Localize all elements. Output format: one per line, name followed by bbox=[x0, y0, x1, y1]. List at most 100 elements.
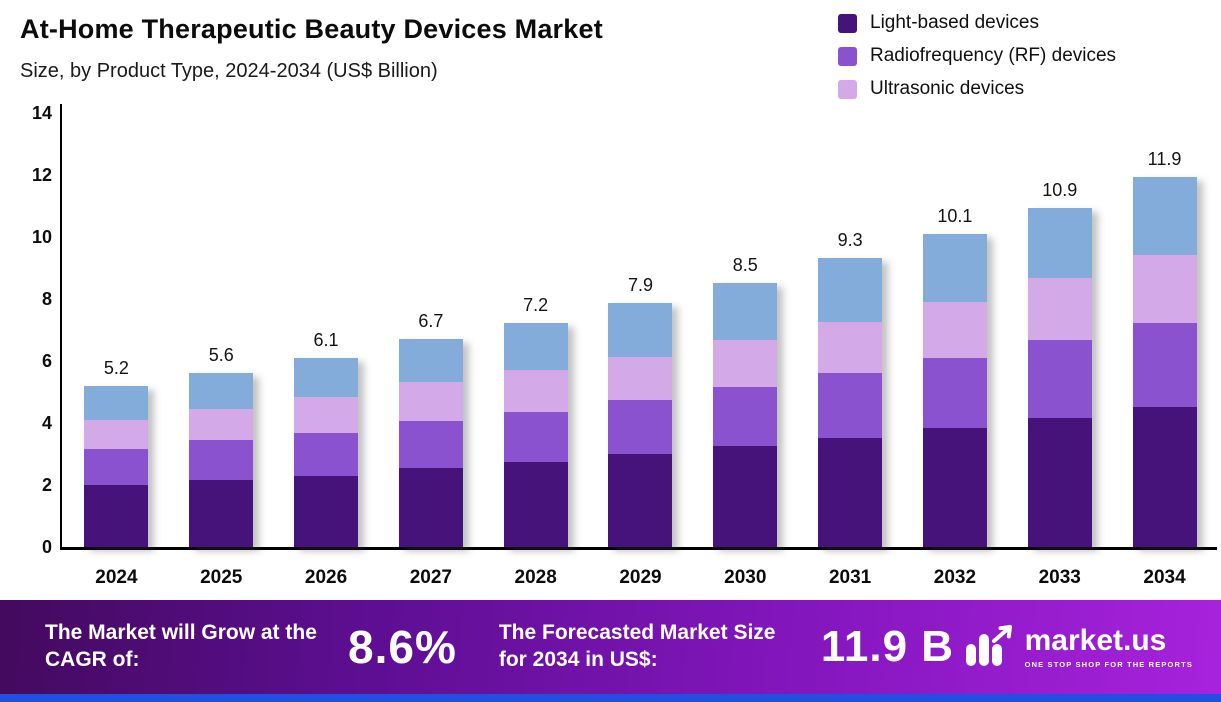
cagr-label: The Market will Grow at the CAGR of: bbox=[45, 621, 317, 671]
bar-segment-light-based-devices bbox=[189, 480, 254, 547]
forecast-label: The Forecasted Market Size for 2034 in U… bbox=[498, 621, 776, 671]
bar-group: 9.3 bbox=[798, 113, 903, 547]
y-tick-label: 10 bbox=[31, 227, 52, 247]
bar-group: 7.2 bbox=[483, 113, 588, 547]
bar-segment-radiofrequency-rf-devices bbox=[398, 421, 463, 468]
footer-banner: The Market will Grow at the CAGR of: 8.6… bbox=[0, 600, 1221, 694]
bar-stack bbox=[1132, 177, 1197, 547]
bar-segment-ultrasonic-devices bbox=[713, 340, 778, 387]
bar-segment-ultrasonic-devices bbox=[922, 302, 987, 358]
legend-swatch-icon bbox=[838, 46, 857, 66]
bar-segment-light-based-devices bbox=[818, 438, 883, 547]
bar-segment-radiofrequency-rf-devices bbox=[922, 358, 987, 428]
bar-stack bbox=[84, 386, 149, 547]
bar-total-label: 8.5 bbox=[732, 255, 758, 275]
plot-area: 5.2 5.6 6.1 6.7 7.2 7.9 8.5 9.3 10.1 10.9 11.9 bbox=[64, 113, 1217, 547]
x-axis-label: 2033 bbox=[1038, 567, 1081, 588]
bar-group: 5.6 bbox=[169, 113, 274, 547]
bar-total-label: 5.2 bbox=[103, 358, 129, 378]
bar-segment-radiofrequency-rf-devices bbox=[294, 433, 359, 476]
bar-segment-ultrasonic-devices bbox=[84, 420, 149, 449]
bar-total-label: 10.1 bbox=[937, 206, 973, 226]
bar-segment-radiofrequency-rf-devices bbox=[503, 412, 568, 462]
bar-segment-light-based-devices bbox=[294, 476, 359, 547]
bar-segment-unlabeled bbox=[1027, 208, 1092, 278]
y-tick-label: 12 bbox=[31, 165, 52, 185]
brand-chart-arrow-icon bbox=[965, 623, 1015, 672]
x-axis-label: 2034 bbox=[1143, 567, 1186, 588]
bar-segment-ultrasonic-devices bbox=[818, 322, 883, 373]
bar-stack bbox=[713, 283, 778, 547]
bar-segment-radiofrequency-rf-devices bbox=[608, 400, 673, 454]
x-axis-label: 2025 bbox=[200, 567, 243, 588]
x-axis-label: 2029 bbox=[619, 567, 662, 588]
bar-total-label: 10.9 bbox=[1042, 180, 1078, 200]
bar-stack bbox=[818, 258, 883, 547]
bottom-accent-strip bbox=[0, 694, 1221, 702]
bar-segment-radiofrequency-rf-devices bbox=[1027, 340, 1092, 418]
bar-stack bbox=[503, 323, 568, 547]
bar-segment-light-based-devices bbox=[503, 462, 568, 547]
bar-group: 7.9 bbox=[588, 113, 693, 547]
brand-logo: market.us ONE STOP SHOP FOR THE REPORTS bbox=[965, 623, 1193, 672]
x-axis-label: 2024 bbox=[95, 567, 138, 588]
y-tick-label: 4 bbox=[41, 413, 52, 433]
x-axis-label: 2027 bbox=[409, 567, 452, 588]
bar-stack bbox=[922, 234, 987, 547]
bar-segment-unlabeled bbox=[922, 234, 987, 302]
bar-segment-light-based-devices bbox=[84, 485, 149, 547]
x-axis-label: 2026 bbox=[304, 567, 348, 588]
brand-tagline: ONE STOP SHOP FOR THE REPORTS bbox=[1024, 659, 1193, 669]
bar-segment-light-based-devices bbox=[1132, 407, 1197, 547]
bar-total-label: 7.9 bbox=[627, 275, 653, 295]
y-tick-label: 6 bbox=[41, 351, 52, 371]
bar-segment-ultrasonic-devices bbox=[1132, 255, 1197, 323]
bar-group: 10.9 bbox=[1007, 113, 1112, 547]
y-axis-line bbox=[60, 104, 62, 550]
bar-stack bbox=[608, 303, 673, 547]
page-title: At-Home Therapeutic Beauty Devices Marke… bbox=[20, 14, 603, 44]
bar-segment-ultrasonic-devices bbox=[294, 397, 359, 433]
legend-item: Ultrasonic devices bbox=[838, 78, 1116, 100]
y-tick-label: 0 bbox=[41, 537, 52, 557]
bar-segment-unlabeled bbox=[84, 386, 149, 420]
bar-segment-ultrasonic-devices bbox=[189, 409, 254, 440]
bar-segment-unlabeled bbox=[189, 373, 254, 409]
bar-segment-radiofrequency-rf-devices bbox=[1132, 323, 1197, 407]
bar-segment-unlabeled bbox=[818, 258, 883, 322]
bar-segment-radiofrequency-rf-devices bbox=[84, 449, 149, 485]
cagr-value: 8.6% bbox=[348, 621, 457, 673]
legend-swatch-icon bbox=[838, 79, 857, 99]
bar-segment-radiofrequency-rf-devices bbox=[818, 373, 883, 438]
bar-group: 11.9 bbox=[1112, 113, 1217, 547]
bar-total-label: 7.2 bbox=[523, 295, 549, 315]
forecast-value: 11.9 B bbox=[820, 622, 955, 671]
bar-total-label: 6.1 bbox=[313, 330, 339, 350]
bar-segment-ultrasonic-devices bbox=[608, 357, 673, 400]
x-axis-label: 2031 bbox=[828, 567, 872, 588]
bar-group: 6.7 bbox=[378, 113, 483, 547]
bar-segment-ultrasonic-devices bbox=[503, 370, 568, 412]
page-subtitle: Size, by Product Type, 2024-2034 (US$ Bi… bbox=[20, 60, 438, 82]
bar-segment-radiofrequency-rf-devices bbox=[189, 440, 254, 480]
x-axis-line bbox=[60, 547, 1217, 550]
brand-name: market.us bbox=[1024, 623, 1167, 657]
bar-total-label: 9.3 bbox=[837, 230, 863, 250]
x-axis-labels: 2024 2025 2026 2027 2028 2029 2030 2031 2032 2033… bbox=[64, 567, 1217, 589]
legend-label: Radiofrequency (RF) devices bbox=[870, 45, 1117, 66]
bar-segment-ultrasonic-devices bbox=[398, 382, 463, 421]
x-axis-label: 2032 bbox=[933, 567, 977, 588]
bar-stack bbox=[398, 339, 463, 547]
legend-item: Radiofrequency (RF) devices bbox=[838, 45, 1116, 67]
bar-segment-unlabeled bbox=[608, 303, 673, 357]
bar-group: 10.1 bbox=[903, 113, 1008, 547]
bar-segment-light-based-devices bbox=[398, 468, 463, 547]
legend-label: Ultrasonic devices bbox=[870, 78, 1025, 99]
legend-swatch-icon bbox=[838, 13, 857, 33]
bar-segment-light-based-devices bbox=[922, 428, 987, 547]
legend-item: Light-based devices bbox=[838, 12, 1116, 34]
bar-total-label: 6.7 bbox=[418, 311, 444, 331]
y-tick-label: 8 bbox=[41, 289, 52, 309]
bar-segment-light-based-devices bbox=[1027, 418, 1092, 547]
